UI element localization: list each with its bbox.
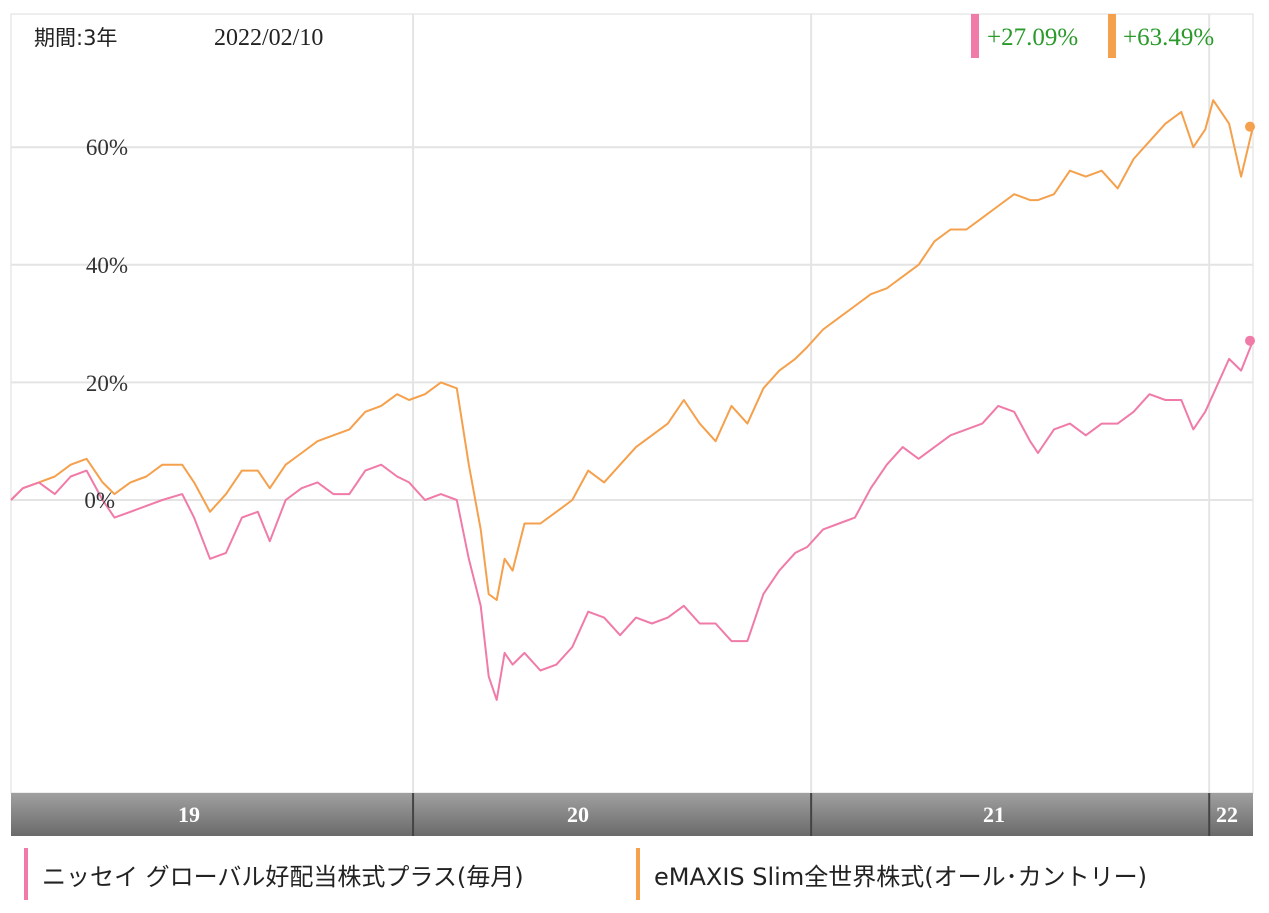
legend-swatch-a <box>24 848 28 900</box>
y-tick-0: 0% <box>84 488 115 513</box>
legend-swatch-top-a <box>971 14 979 58</box>
legend-label-a: ニッセイ グローバル好配当株式プラス(毎月) <box>42 862 524 891</box>
x-tick-20: 20 <box>567 802 589 827</box>
x-axis-band <box>11 793 1253 836</box>
legend-swatch-b <box>636 848 640 900</box>
x-tick-21: 21 <box>983 802 1005 827</box>
end-marker-nissay <box>1245 335 1255 346</box>
x-tick-19: 19 <box>178 802 200 827</box>
period-label: 期間:3年 <box>34 26 117 50</box>
change-label-a: +27.09% <box>987 24 1078 51</box>
x-tick-22: 22 <box>1216 802 1238 827</box>
change-label-b: +63.49% <box>1123 24 1214 51</box>
x-axis-dividers <box>412 793 1211 836</box>
series-line-emaxis <box>10 99 1254 601</box>
y-tick-20: 20% <box>86 371 128 396</box>
legend-item-b: eMAXIS Slim全世界株式(オール･カントリー) <box>636 848 1147 900</box>
series-line-nissay <box>10 340 1254 701</box>
date-label: 2022/02/10 <box>214 25 323 51</box>
legend-item-a: ニッセイ グローバル好配当株式プラス(毎月) <box>24 848 524 900</box>
end-marker-emaxis <box>1245 121 1255 132</box>
y-tick-60: 60% <box>86 135 128 160</box>
end-markers <box>1245 121 1255 346</box>
series-lines <box>10 99 1254 701</box>
legend-label-b: eMAXIS Slim全世界株式(オール･カントリー) <box>654 862 1147 891</box>
legend-swatch-top-b <box>1108 14 1116 58</box>
y-tick-40: 40% <box>86 253 128 278</box>
